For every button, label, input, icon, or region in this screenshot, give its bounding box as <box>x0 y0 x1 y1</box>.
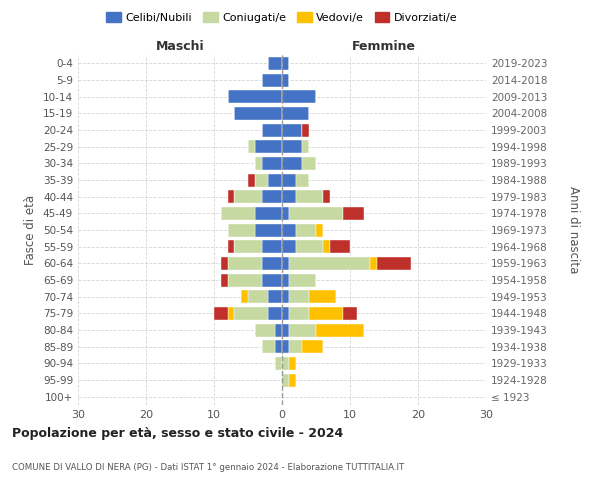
Bar <box>235 307 268 320</box>
Bar <box>289 307 309 320</box>
Bar <box>268 307 282 320</box>
Bar <box>309 290 337 303</box>
Bar <box>370 257 377 270</box>
Bar <box>302 140 309 153</box>
Bar <box>275 340 282 353</box>
Bar <box>296 240 323 253</box>
Bar <box>268 57 282 70</box>
Bar <box>214 307 227 320</box>
Bar <box>227 90 282 103</box>
Bar <box>227 257 262 270</box>
Bar <box>248 174 255 186</box>
Y-axis label: Anni di nascita: Anni di nascita <box>567 186 580 274</box>
Bar <box>227 224 255 236</box>
Bar <box>227 240 235 253</box>
Bar <box>289 340 302 353</box>
Bar <box>275 324 282 336</box>
Y-axis label: Fasce di età: Fasce di età <box>25 195 37 265</box>
Bar <box>275 357 282 370</box>
Bar <box>282 240 296 253</box>
Bar <box>221 274 227 286</box>
Bar <box>282 90 316 103</box>
Bar <box>282 307 289 320</box>
Bar <box>323 240 329 253</box>
Bar <box>255 157 262 170</box>
Bar <box>235 240 262 253</box>
Bar <box>282 57 289 70</box>
Bar <box>282 124 302 136</box>
Text: Femmine: Femmine <box>352 40 416 52</box>
Bar <box>289 207 343 220</box>
Bar <box>227 307 235 320</box>
Bar <box>282 74 289 86</box>
Bar <box>329 240 350 253</box>
Bar <box>282 340 289 353</box>
Bar <box>235 107 282 120</box>
Legend: Celibi/Nubili, Coniugati/e, Vedovi/e, Divorziati/e: Celibi/Nubili, Coniugati/e, Vedovi/e, Di… <box>102 8 462 28</box>
Bar <box>343 207 364 220</box>
Bar <box>235 190 262 203</box>
Bar <box>282 107 309 120</box>
Bar <box>248 140 255 153</box>
Bar <box>282 274 289 286</box>
Bar <box>268 290 282 303</box>
Bar <box>268 174 282 186</box>
Bar <box>282 140 302 153</box>
Bar <box>248 290 268 303</box>
Bar <box>296 174 309 186</box>
Bar <box>255 207 282 220</box>
Bar <box>296 224 316 236</box>
Bar <box>289 374 296 386</box>
Bar <box>282 224 296 236</box>
Bar <box>282 174 296 186</box>
Bar <box>227 274 262 286</box>
Bar <box>262 274 282 286</box>
Bar <box>377 257 411 270</box>
Bar <box>282 207 289 220</box>
Bar <box>323 190 329 203</box>
Bar <box>289 274 316 286</box>
Bar <box>282 324 289 336</box>
Bar <box>282 257 289 270</box>
Text: Maschi: Maschi <box>155 40 205 52</box>
Bar <box>296 190 323 203</box>
Bar <box>241 290 248 303</box>
Text: Popolazione per età, sesso e stato civile - 2024: Popolazione per età, sesso e stato civil… <box>12 428 343 440</box>
Bar <box>255 324 275 336</box>
Bar <box>262 190 282 203</box>
Bar <box>289 290 309 303</box>
Bar <box>255 140 282 153</box>
Bar <box>282 157 302 170</box>
Bar <box>282 190 296 203</box>
Bar <box>343 307 357 320</box>
Bar <box>282 374 289 386</box>
Bar <box>262 157 282 170</box>
Bar <box>255 224 282 236</box>
Bar <box>289 324 316 336</box>
Bar <box>282 357 289 370</box>
Bar <box>316 224 323 236</box>
Bar <box>289 257 370 270</box>
Bar <box>289 357 296 370</box>
Bar <box>262 340 275 353</box>
Bar <box>302 124 309 136</box>
Text: COMUNE DI VALLO DI NERA (PG) - Dati ISTAT 1° gennaio 2024 - Elaborazione TUTTITA: COMUNE DI VALLO DI NERA (PG) - Dati ISTA… <box>12 462 404 471</box>
Bar <box>227 190 235 203</box>
Bar <box>316 324 364 336</box>
Bar <box>262 257 282 270</box>
Bar <box>262 74 282 86</box>
Bar <box>221 207 255 220</box>
Bar <box>302 340 323 353</box>
Bar <box>302 157 316 170</box>
Bar <box>255 174 268 186</box>
Bar <box>309 307 343 320</box>
Bar <box>262 124 282 136</box>
Bar <box>282 290 289 303</box>
Bar <box>262 240 282 253</box>
Bar <box>221 257 227 270</box>
